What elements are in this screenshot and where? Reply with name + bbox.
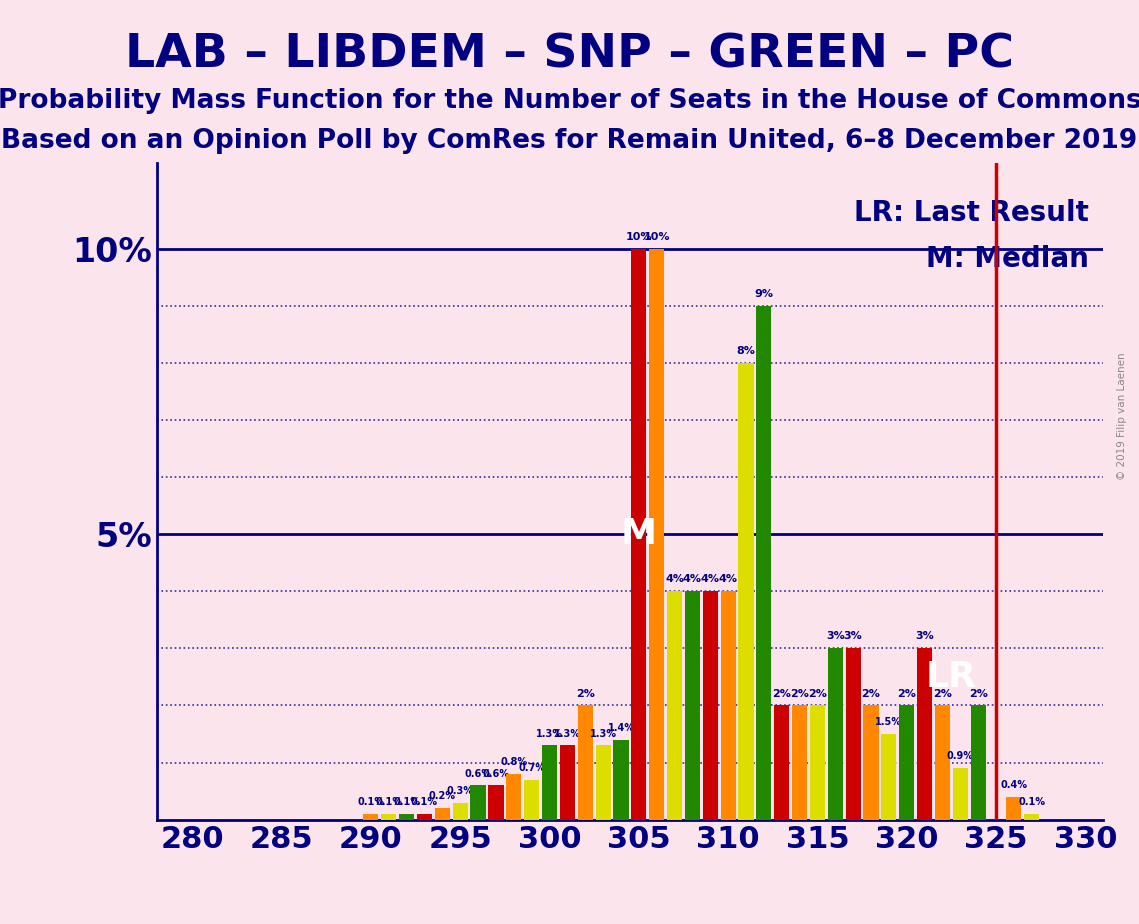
Bar <box>899 705 915 820</box>
Text: 2%: 2% <box>576 688 595 699</box>
Text: 3%: 3% <box>826 631 845 641</box>
Bar <box>863 705 878 820</box>
Bar <box>382 814 396 820</box>
Text: 4%: 4% <box>700 575 720 584</box>
Text: 0.9%: 0.9% <box>947 751 974 761</box>
Text: 2%: 2% <box>772 688 792 699</box>
Text: LR: Last Result: LR: Last Result <box>854 199 1089 227</box>
Bar <box>631 249 647 820</box>
Bar <box>506 774 522 820</box>
Bar <box>542 746 557 820</box>
Text: 4%: 4% <box>665 575 685 584</box>
Text: 10%: 10% <box>644 232 670 242</box>
Text: 0.6%: 0.6% <box>483 769 509 779</box>
Text: 2%: 2% <box>969 688 988 699</box>
Bar <box>524 780 539 820</box>
Bar <box>596 746 611 820</box>
Text: 0.1%: 0.1% <box>358 797 384 808</box>
Text: 0.3%: 0.3% <box>446 785 474 796</box>
Text: M: M <box>621 517 657 551</box>
Text: LAB – LIBDEM – SNP – GREEN – PC: LAB – LIBDEM – SNP – GREEN – PC <box>125 32 1014 78</box>
Text: 2%: 2% <box>898 688 916 699</box>
Text: © 2019 Filip van Laenen: © 2019 Filip van Laenen <box>1117 352 1126 480</box>
Text: 0.2%: 0.2% <box>429 792 456 801</box>
Bar <box>756 306 771 820</box>
Bar <box>435 808 450 820</box>
Bar <box>828 649 843 820</box>
Bar <box>952 768 968 820</box>
Text: 1.4%: 1.4% <box>607 723 634 733</box>
Bar <box>417 814 432 820</box>
Text: 1.3%: 1.3% <box>590 729 616 738</box>
Bar <box>452 803 468 820</box>
Bar <box>810 705 825 820</box>
Bar <box>363 814 378 820</box>
Text: 2%: 2% <box>808 688 827 699</box>
Text: 4%: 4% <box>683 575 702 584</box>
Text: 0.7%: 0.7% <box>518 763 546 772</box>
Bar <box>738 363 754 820</box>
Text: 2%: 2% <box>790 688 809 699</box>
Text: 10%: 10% <box>625 232 652 242</box>
Bar <box>399 814 415 820</box>
Text: M: Median: M: Median <box>926 245 1089 273</box>
Bar <box>970 705 985 820</box>
Bar <box>721 591 736 820</box>
Text: 1.5%: 1.5% <box>876 717 902 727</box>
Bar <box>649 249 664 820</box>
Text: 0.4%: 0.4% <box>1000 780 1027 790</box>
Text: 0.1%: 0.1% <box>375 797 402 808</box>
Bar <box>1007 796 1022 820</box>
Text: Probability Mass Function for the Number of Seats in the House of Commons: Probability Mass Function for the Number… <box>0 88 1139 114</box>
Text: 0.1%: 0.1% <box>411 797 439 808</box>
Text: 4%: 4% <box>719 575 738 584</box>
Text: 9%: 9% <box>754 289 773 298</box>
Bar <box>667 591 682 820</box>
Bar <box>1024 814 1040 820</box>
Text: 0.8%: 0.8% <box>500 757 527 767</box>
Text: 8%: 8% <box>737 346 755 356</box>
Bar <box>775 705 789 820</box>
Text: 2%: 2% <box>933 688 952 699</box>
Bar <box>792 705 808 820</box>
Text: Based on an Opinion Poll by ComRes for Remain United, 6–8 December 2019: Based on an Opinion Poll by ComRes for R… <box>1 128 1138 153</box>
Bar <box>559 746 575 820</box>
Bar <box>685 591 700 820</box>
Bar <box>845 649 861 820</box>
Text: 1.3%: 1.3% <box>554 729 581 738</box>
Bar <box>577 705 592 820</box>
Bar <box>917 649 932 820</box>
Text: 0.6%: 0.6% <box>465 769 492 779</box>
Bar <box>470 785 485 820</box>
Text: 1.3%: 1.3% <box>536 729 563 738</box>
Text: 2%: 2% <box>861 688 880 699</box>
Bar <box>935 705 950 820</box>
Text: 0.1%: 0.1% <box>1018 797 1046 808</box>
Text: 0.1%: 0.1% <box>393 797 420 808</box>
Text: 3%: 3% <box>844 631 862 641</box>
Bar <box>703 591 718 820</box>
Bar <box>614 740 629 820</box>
Text: 3%: 3% <box>916 631 934 641</box>
Bar <box>489 785 503 820</box>
Bar <box>882 734 896 820</box>
Text: LR: LR <box>926 660 977 694</box>
